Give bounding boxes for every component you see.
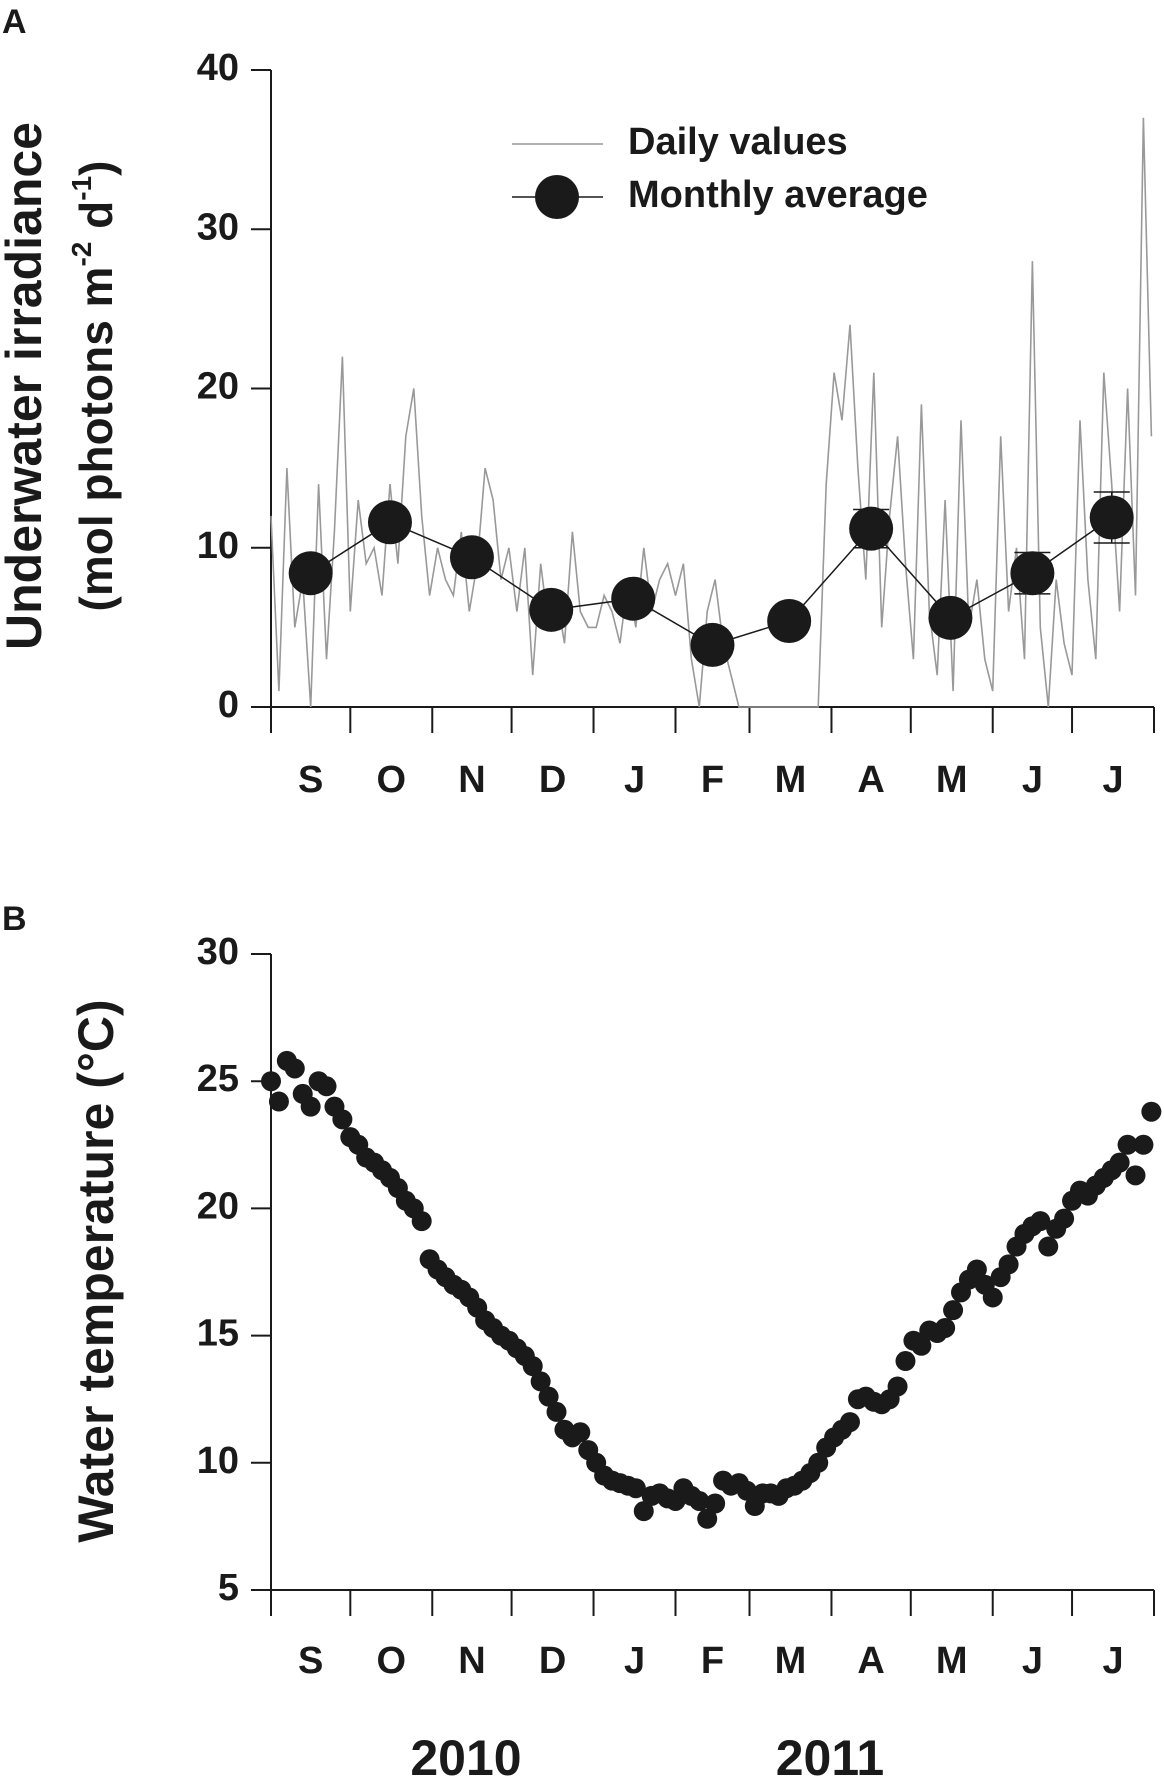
y-tick-label: 40 xyxy=(197,47,239,89)
point xyxy=(895,1351,916,1372)
x-tick-label: M xyxy=(936,1640,968,1682)
point xyxy=(625,1478,646,1499)
point xyxy=(1117,1134,1138,1155)
x-tick-label: S xyxy=(298,1640,323,1682)
y-tick-label: 10 xyxy=(197,525,239,567)
x-tick-label: M xyxy=(775,759,807,801)
marker xyxy=(849,506,894,551)
point xyxy=(633,1501,654,1522)
point xyxy=(332,1109,353,1130)
legend-label: Monthly average xyxy=(628,174,928,216)
point xyxy=(697,1508,718,1529)
marker xyxy=(767,599,812,644)
x-tick-label: A xyxy=(857,759,884,801)
point xyxy=(1054,1208,1075,1229)
point xyxy=(911,1335,932,1356)
point xyxy=(808,1452,829,1473)
y-axis-title: Underwater irradiance xyxy=(0,122,52,650)
point xyxy=(839,1412,860,1433)
x-tick-label: N xyxy=(458,1640,485,1682)
year-label: 2011 xyxy=(776,1730,884,1786)
point xyxy=(522,1356,543,1377)
y-tick-label: 10 xyxy=(197,1440,239,1482)
y-tick-label: 30 xyxy=(197,206,239,248)
point xyxy=(316,1076,337,1097)
x-tick-label: N xyxy=(458,759,485,801)
marker xyxy=(1010,551,1055,596)
x-tick-label: F xyxy=(701,1640,724,1682)
point xyxy=(1141,1101,1162,1122)
point xyxy=(530,1371,551,1392)
x-tick-label: A xyxy=(857,1640,884,1682)
y-tick-label: 5 xyxy=(218,1567,239,1609)
superscript: -1 xyxy=(66,176,97,201)
y-tick-label: 0 xyxy=(218,684,239,726)
point xyxy=(268,1091,289,1112)
point xyxy=(887,1376,908,1397)
x-tick-label: J xyxy=(1102,1640,1123,1682)
y-tick-label: 30 xyxy=(197,931,239,973)
x-tick-label: F xyxy=(701,759,724,801)
point xyxy=(546,1401,567,1422)
year-label: 2010 xyxy=(410,1730,521,1786)
x-tick-label: M xyxy=(936,759,968,801)
marker xyxy=(928,595,973,640)
x-tick-label: O xyxy=(377,1640,407,1682)
y-axis-title: (mol photons m-2 d-1) xyxy=(66,161,122,612)
x-tick-label: J xyxy=(1102,759,1123,801)
y-tick-label: 20 xyxy=(197,366,239,408)
x-tick-label: D xyxy=(539,1640,566,1682)
marker xyxy=(611,576,656,621)
marker xyxy=(288,551,333,596)
y-tick-label: 20 xyxy=(197,1185,239,1227)
point xyxy=(943,1300,964,1321)
x-tick-label: J xyxy=(1022,1640,1043,1682)
y-tick-label: 25 xyxy=(197,1058,239,1100)
point xyxy=(411,1211,432,1232)
point xyxy=(705,1493,726,1514)
x-tick-label: J xyxy=(624,1640,645,1682)
point xyxy=(300,1096,321,1117)
point xyxy=(538,1386,559,1407)
x-tick-label: J xyxy=(624,759,645,801)
point xyxy=(261,1071,281,1092)
panel-label: A xyxy=(2,3,27,41)
x-tick-label: M xyxy=(775,1640,807,1682)
point xyxy=(1109,1152,1130,1173)
x-tick-label: S xyxy=(298,759,323,801)
point xyxy=(966,1259,987,1280)
panel-label: B xyxy=(2,900,27,938)
point xyxy=(1125,1165,1146,1186)
y-axis-title: Water temperature (°C) xyxy=(68,999,124,1542)
point xyxy=(1038,1236,1059,1257)
point xyxy=(689,1490,710,1511)
point xyxy=(1030,1211,1051,1232)
label-part: (mol photons m xyxy=(70,267,122,612)
point xyxy=(998,1254,1019,1275)
x-tick-label: O xyxy=(377,759,407,801)
point xyxy=(935,1317,956,1338)
point xyxy=(736,1480,757,1501)
point xyxy=(1133,1134,1154,1155)
x-tick-label: D xyxy=(539,759,566,801)
label-part: ) xyxy=(70,161,122,176)
point xyxy=(570,1422,591,1443)
marker xyxy=(690,622,735,667)
point xyxy=(284,1058,305,1079)
legend-marker xyxy=(535,175,579,219)
legend-label: Daily values xyxy=(628,121,848,163)
marker xyxy=(367,500,412,545)
point xyxy=(982,1287,1003,1308)
label-part: d xyxy=(70,201,122,242)
marker xyxy=(1089,495,1134,540)
marker xyxy=(449,535,494,580)
series-line xyxy=(270,117,1153,708)
superscript: -2 xyxy=(66,242,97,267)
x-tick-label: J xyxy=(1022,759,1043,801)
y-tick-label: 15 xyxy=(197,1313,239,1355)
marker xyxy=(529,587,574,632)
